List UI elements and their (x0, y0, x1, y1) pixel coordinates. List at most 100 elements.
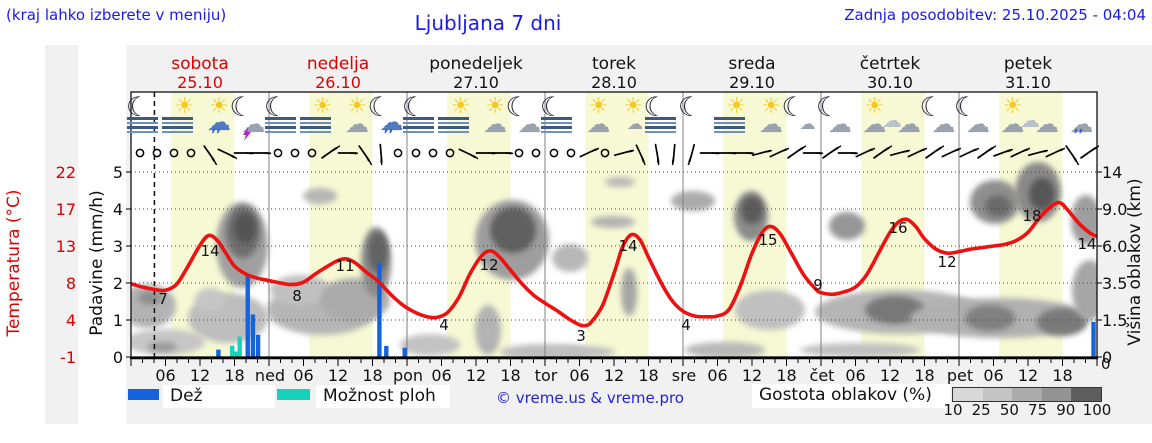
density-tick-label: 100 (1082, 401, 1112, 419)
hour-label: 18 (638, 366, 658, 385)
wind-barb-icon (379, 143, 383, 165)
cloud-blob (985, 195, 1011, 217)
cloud-icon: ☁ (828, 110, 852, 138)
wind-barb-icon (654, 143, 660, 165)
day-header: ponedeljek 27.10 (411, 55, 541, 91)
weather-icon-moon-fog: ☾ (402, 94, 436, 140)
cloud-height-axis-tick: 14 (1102, 163, 1122, 182)
rain-legend-box: Dež (163, 385, 275, 408)
lightning-icon (242, 127, 251, 141)
temp-axis-tick: -1 (60, 348, 76, 367)
day-name: petek (1003, 54, 1053, 74)
wind-barb-icon (1027, 149, 1048, 157)
wind-barb-icon (635, 144, 646, 165)
wind-barb-icon (1010, 146, 1031, 158)
wind-barb-icon (492, 152, 513, 155)
moon-icon: ☾ (402, 92, 427, 123)
rain-bar (216, 349, 221, 357)
hour-label: 12 (880, 366, 900, 385)
cloud-blob (368, 232, 388, 272)
wind-barb-icon (803, 152, 824, 155)
density-tick-label: 90 (1056, 401, 1076, 419)
wind-barb-icon (925, 144, 945, 159)
temperature-value-label: 15 (758, 231, 777, 249)
sun-icon: ☀ (623, 94, 643, 119)
sun-icon: ☀ (761, 94, 781, 119)
wind-calm-icon (169, 148, 179, 158)
rain-drops-icon: ’’ (383, 128, 394, 143)
sun-icon: ☀ (726, 94, 747, 119)
wind-barb-icon (671, 143, 676, 165)
density-color-segment (1041, 388, 1072, 401)
cloud-height-axis-tick: 9.0 (1102, 200, 1127, 219)
weather-icon-sun-cloud: ☀ ☁ (851, 94, 887, 140)
temperature-value-label: 16 (888, 219, 907, 237)
hour-label: 12 (190, 366, 210, 385)
temperature-value-label: 14 (200, 242, 219, 260)
temp-axis-tick: 17 (56, 200, 76, 219)
weather-icon-moon: ☾ (678, 94, 712, 140)
day-date: 30.10 (867, 72, 913, 92)
day-name: torek (592, 54, 636, 74)
hour-label: 18 (776, 366, 796, 385)
rain-cloud-icon: ☁ (207, 108, 231, 136)
density-color-segment (953, 388, 983, 401)
last-update: Zadnja posodobitev: 25.10.2025 - 04:04 (844, 6, 1146, 24)
precip-axis-tick: 3 (113, 237, 123, 256)
weather-icon-cloud-drizzle: ☁’’ (1058, 94, 1094, 142)
moon-icon: ☾ (505, 92, 530, 123)
hour-label: 18 (500, 366, 520, 385)
cloud-icon: ☁ (586, 110, 611, 138)
day-date: 28.10 (591, 72, 637, 92)
wind-calm-icon (186, 148, 196, 158)
wind-calm-icon (152, 148, 162, 158)
rain-bar (255, 334, 261, 357)
temperature-value-label: 14 (1077, 235, 1096, 253)
weather-icon-sun-fog: ☀ (161, 94, 195, 140)
precip-axis-tick: 4 (113, 200, 123, 219)
cloud-icon: ☁ (897, 110, 921, 138)
wind-barb-icon (1045, 146, 1065, 158)
fog-icon (299, 117, 331, 135)
day-header: sreda 29.10 (687, 55, 817, 91)
weather-icon-sun-cloud: ☀ ☁ (989, 94, 1025, 140)
wind-barb-icon (458, 148, 479, 161)
rain-legend-label: Dež (170, 386, 203, 406)
wind-barb-icon (358, 145, 373, 165)
sun-icon: ☀ (174, 94, 195, 119)
cloud-icon: ☁ (483, 110, 507, 138)
weather-icon-moon-fog: ☾ (126, 94, 160, 140)
precip-axis-tick: 5 (113, 163, 123, 182)
weather-icon-moon-raincloud: ☾ ☁’’ (367, 92, 404, 143)
hour-label: 06 (983, 366, 1003, 385)
cloud-blob (671, 191, 715, 211)
hour-label: 06 (845, 366, 865, 385)
rain-bar (384, 345, 389, 357)
cloud-icon: ☁ (1035, 110, 1059, 138)
wind-barb-icon (613, 149, 634, 157)
cloud-blob (1072, 260, 1097, 320)
cloud-icon: ☁ (966, 110, 990, 138)
cloud-blob (475, 305, 501, 355)
page-title: Ljubljana 7 dni (414, 11, 562, 35)
cloud-icon: ☁ (627, 114, 643, 133)
fog-icon (161, 117, 193, 135)
weather-icon-sun-cloud: ☀ ☁ (747, 94, 783, 140)
moon-icon: ☾ (678, 92, 703, 123)
rain-bar (250, 314, 256, 357)
fog-icon (713, 117, 745, 135)
moon-icon: ☾ (367, 92, 392, 123)
weather-icon-sun-cloudsmall: ☀ ☁ (609, 94, 643, 140)
cloud-blob (865, 296, 925, 324)
day-name: sobota (171, 54, 229, 74)
weather-icon-cloud-cloud2: ☁ ☁ (882, 94, 921, 140)
cloud-height-axis-tick: 3.5 (1102, 274, 1127, 293)
density-color-segment (1012, 388, 1042, 401)
weather-icon-cloud-cloud2: ☁ ☁ (1020, 94, 1059, 140)
fog-icon (265, 117, 296, 135)
wind-barb-icon (907, 146, 927, 158)
day-date: 25.10 (177, 72, 223, 92)
density-color-segment (1071, 388, 1101, 401)
copyright-link[interactable]: © vreme.us & vreme.pro (496, 389, 684, 407)
